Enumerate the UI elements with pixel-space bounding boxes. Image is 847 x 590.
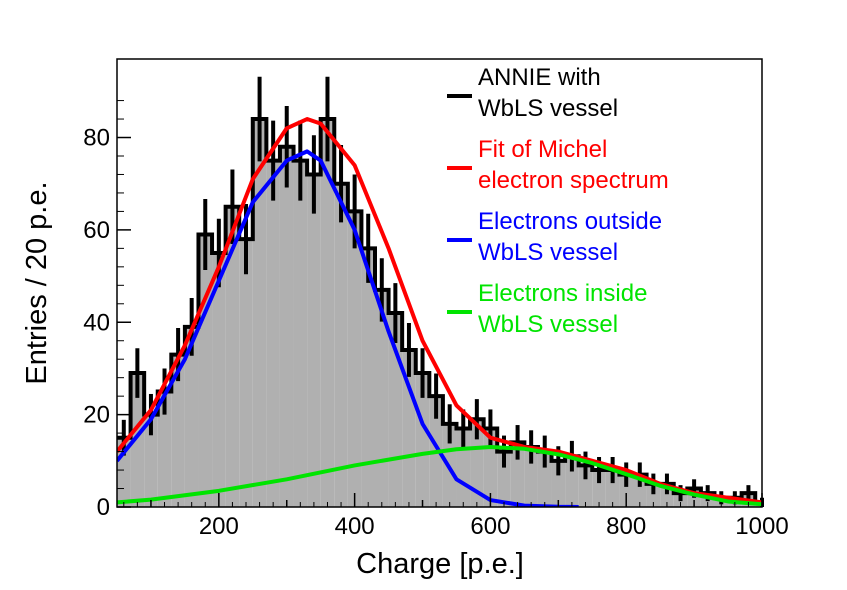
histogram-bin (619, 474, 633, 507)
x-tick-label: 200 (199, 513, 239, 540)
histogram-bin (415, 373, 430, 507)
histogram-bin (578, 465, 593, 507)
legend-label-1-line2: WbLS vessel (478, 95, 618, 122)
histogram-bins (117, 119, 762, 508)
x-tick-label: 1000 (735, 513, 788, 540)
plot-frame (116, 58, 763, 508)
legend-label-3-line2: WbLS vessel (478, 239, 618, 266)
histogram-bin (252, 119, 267, 508)
histogram-bin (646, 483, 661, 507)
histogram-bin (551, 460, 566, 507)
histogram-bin (184, 326, 199, 507)
histogram-bin (497, 451, 511, 507)
histogram-bin (225, 206, 240, 507)
histogram-bin (565, 456, 579, 507)
x-tick-label: 400 (335, 513, 375, 540)
legend-label-4-line1: Electrons inside (478, 280, 647, 307)
y-tick-label: 0 (97, 494, 110, 521)
histogram-bin (171, 354, 185, 507)
histogram-bin (130, 373, 145, 507)
legend-label-1-line1: ANNIE with (478, 64, 601, 91)
histogram-bin (470, 419, 484, 507)
legend-label-4-line2: WbLS vessel (478, 311, 618, 338)
histogram-bin (293, 160, 308, 507)
axes: 200 400 600 800 1000 0 20 40 60 80 (83, 58, 789, 540)
histogram-bin (592, 470, 606, 507)
histogram-bin (279, 146, 294, 508)
histogram-bin (633, 474, 647, 507)
histogram-bin (239, 239, 253, 507)
fit-curve-1 (117, 117, 762, 505)
x-tick-label: 600 (470, 513, 510, 540)
histogram-bin (144, 414, 158, 507)
histogram-bin (307, 174, 321, 507)
y-tick-label: 60 (83, 217, 110, 244)
histogram-bin (605, 470, 620, 507)
legend-label-2-line2: electron spectrum (478, 167, 669, 194)
legend: ANNIE with WbLS vessel Fit of Michel electr… (447, 64, 669, 338)
histogram-bin (266, 160, 280, 507)
histogram-bin (198, 234, 213, 507)
legend-label-2-line1: Fit of Michel (478, 136, 607, 163)
x-tick-label: 800 (606, 513, 646, 540)
histogram-bin (537, 451, 552, 507)
histogram-bin (524, 446, 538, 507)
plot-area (117, 76, 764, 508)
y-tick-label: 40 (83, 309, 110, 336)
x-axis-label: Charge [p.e.] (356, 548, 524, 580)
histogram-bin (361, 248, 375, 507)
histogram-bin (320, 119, 335, 508)
fit-curve-3 (117, 444, 762, 507)
histogram-bin (157, 391, 172, 507)
histogram-bin (212, 252, 226, 507)
fit-curve-2 (117, 149, 579, 507)
y-tick-label: 20 (83, 402, 110, 429)
histogram-bin (334, 183, 348, 507)
legend-label-3-line1: Electrons outside (478, 208, 662, 235)
histogram-bin (402, 349, 416, 507)
y-axis-label: Entries / 20 p.e. (21, 181, 53, 384)
histogram-bin (375, 289, 389, 507)
histogram-bin (347, 211, 362, 508)
histogram-bin (510, 442, 525, 507)
y-tick-label: 80 (83, 125, 110, 152)
